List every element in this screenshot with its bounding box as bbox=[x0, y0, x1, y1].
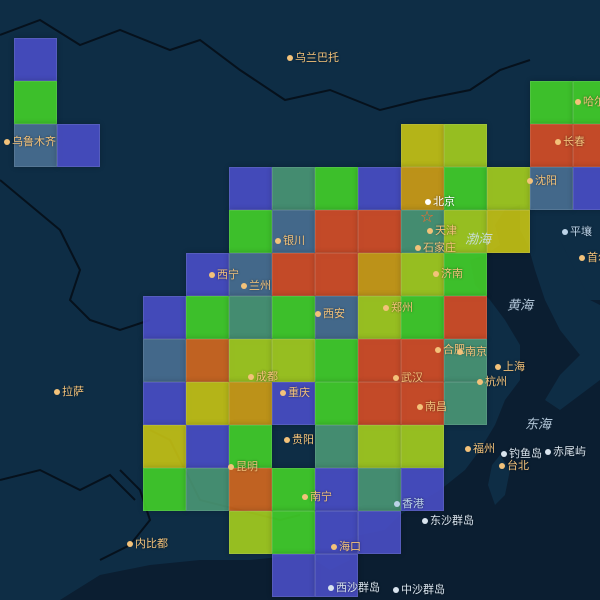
city-label: 兰州 bbox=[249, 279, 271, 292]
city-marker-icon[interactable] bbox=[427, 228, 433, 234]
city-label: 拉萨 bbox=[62, 385, 84, 398]
city-label: 北京 bbox=[433, 195, 455, 208]
city-label: 香港 bbox=[402, 497, 424, 510]
city-marker-icon[interactable] bbox=[248, 374, 254, 380]
city-label: 东沙群岛 bbox=[430, 514, 474, 527]
city-marker-icon[interactable] bbox=[425, 199, 431, 205]
city-marker-icon[interactable] bbox=[302, 494, 308, 500]
city-label: 海口 bbox=[339, 540, 361, 553]
city-label: 武汉 bbox=[401, 371, 423, 384]
city-label: 昆明 bbox=[236, 460, 258, 473]
city-label: 钓鱼岛 bbox=[509, 447, 542, 460]
japan-landmass bbox=[545, 330, 600, 410]
city-label: 南京 bbox=[465, 345, 487, 358]
city-label: 台北 bbox=[507, 459, 529, 472]
city-marker-icon[interactable] bbox=[328, 585, 334, 591]
city-label: 赤尾屿 bbox=[553, 445, 586, 458]
city-label: 贵阳 bbox=[292, 433, 314, 446]
city-marker-icon[interactable] bbox=[495, 364, 501, 370]
city-marker-icon[interactable] bbox=[562, 229, 568, 235]
city-label: 银川 bbox=[283, 234, 305, 247]
city-marker-icon[interactable] bbox=[477, 379, 483, 385]
city-label: 内比都 bbox=[135, 537, 168, 550]
city-label: 南昌 bbox=[425, 400, 447, 413]
city-label: 济南 bbox=[441, 267, 463, 280]
city-label: 南宁 bbox=[310, 490, 332, 503]
city-label: 天津 bbox=[435, 224, 457, 237]
city-label: 上海 bbox=[503, 360, 525, 373]
city-marker-icon[interactable] bbox=[127, 541, 133, 547]
city-label: 杭州 bbox=[485, 375, 507, 388]
city-marker-icon[interactable] bbox=[275, 238, 281, 244]
city-marker-icon[interactable] bbox=[579, 255, 585, 261]
city-marker-icon[interactable] bbox=[54, 389, 60, 395]
city-label: 石家庄 bbox=[423, 241, 456, 254]
city-label: 西宁 bbox=[217, 268, 239, 281]
city-marker-icon[interactable] bbox=[415, 245, 421, 251]
city-marker-icon[interactable] bbox=[393, 375, 399, 381]
city-label: 乌鲁木齐 bbox=[12, 135, 56, 148]
city-marker-icon[interactable] bbox=[228, 464, 234, 470]
city-marker-icon[interactable] bbox=[527, 178, 533, 184]
city-label: 重庆 bbox=[288, 386, 310, 399]
city-marker-icon[interactable] bbox=[393, 587, 399, 593]
city-label: 平壤 bbox=[570, 225, 592, 238]
city-label: 首尔 bbox=[587, 251, 600, 264]
capital-star-icon: ☆ bbox=[419, 206, 435, 226]
city-marker-icon[interactable] bbox=[315, 311, 321, 317]
city-marker-icon[interactable] bbox=[501, 451, 507, 457]
city-marker-icon[interactable] bbox=[209, 272, 215, 278]
city-label: 成都 bbox=[256, 370, 278, 383]
city-marker-icon[interactable] bbox=[280, 390, 286, 396]
city-label: 中沙群岛 bbox=[401, 583, 445, 596]
city-marker-icon[interactable] bbox=[499, 463, 505, 469]
city-marker-icon[interactable] bbox=[433, 271, 439, 277]
city-marker-icon[interactable] bbox=[435, 347, 441, 353]
city-label: 福州 bbox=[473, 442, 495, 455]
city-marker-icon[interactable] bbox=[465, 446, 471, 452]
city-marker-icon[interactable] bbox=[457, 349, 463, 355]
city-label: 哈尔 bbox=[583, 95, 600, 108]
city-marker-icon[interactable] bbox=[4, 139, 10, 145]
city-marker-icon[interactable] bbox=[422, 518, 428, 524]
city-marker-icon[interactable] bbox=[287, 55, 293, 61]
city-marker-icon[interactable] bbox=[417, 404, 423, 410]
city-label: 西沙群岛 bbox=[336, 581, 380, 594]
city-marker-icon[interactable] bbox=[284, 437, 290, 443]
city-marker-icon[interactable] bbox=[383, 305, 389, 311]
sea-label: 东海 bbox=[524, 417, 552, 433]
sea-label: 渤海 bbox=[464, 232, 492, 248]
city-label: 郑州 bbox=[391, 301, 413, 314]
city-marker-icon[interactable] bbox=[545, 449, 551, 455]
city-marker-icon[interactable] bbox=[331, 544, 337, 550]
city-label: 长春 bbox=[563, 135, 585, 148]
city-marker-icon[interactable] bbox=[575, 99, 581, 105]
city-label: 西安 bbox=[323, 307, 345, 320]
city-marker-icon[interactable] bbox=[394, 501, 400, 507]
city-marker-icon[interactable] bbox=[555, 139, 561, 145]
city-label: 沈阳 bbox=[535, 174, 557, 187]
korean-peninsula bbox=[520, 205, 600, 360]
city-label: 乌兰巴托 bbox=[295, 51, 339, 64]
sea-label: 黄海 bbox=[506, 298, 534, 314]
city-marker-icon[interactable] bbox=[241, 283, 247, 289]
